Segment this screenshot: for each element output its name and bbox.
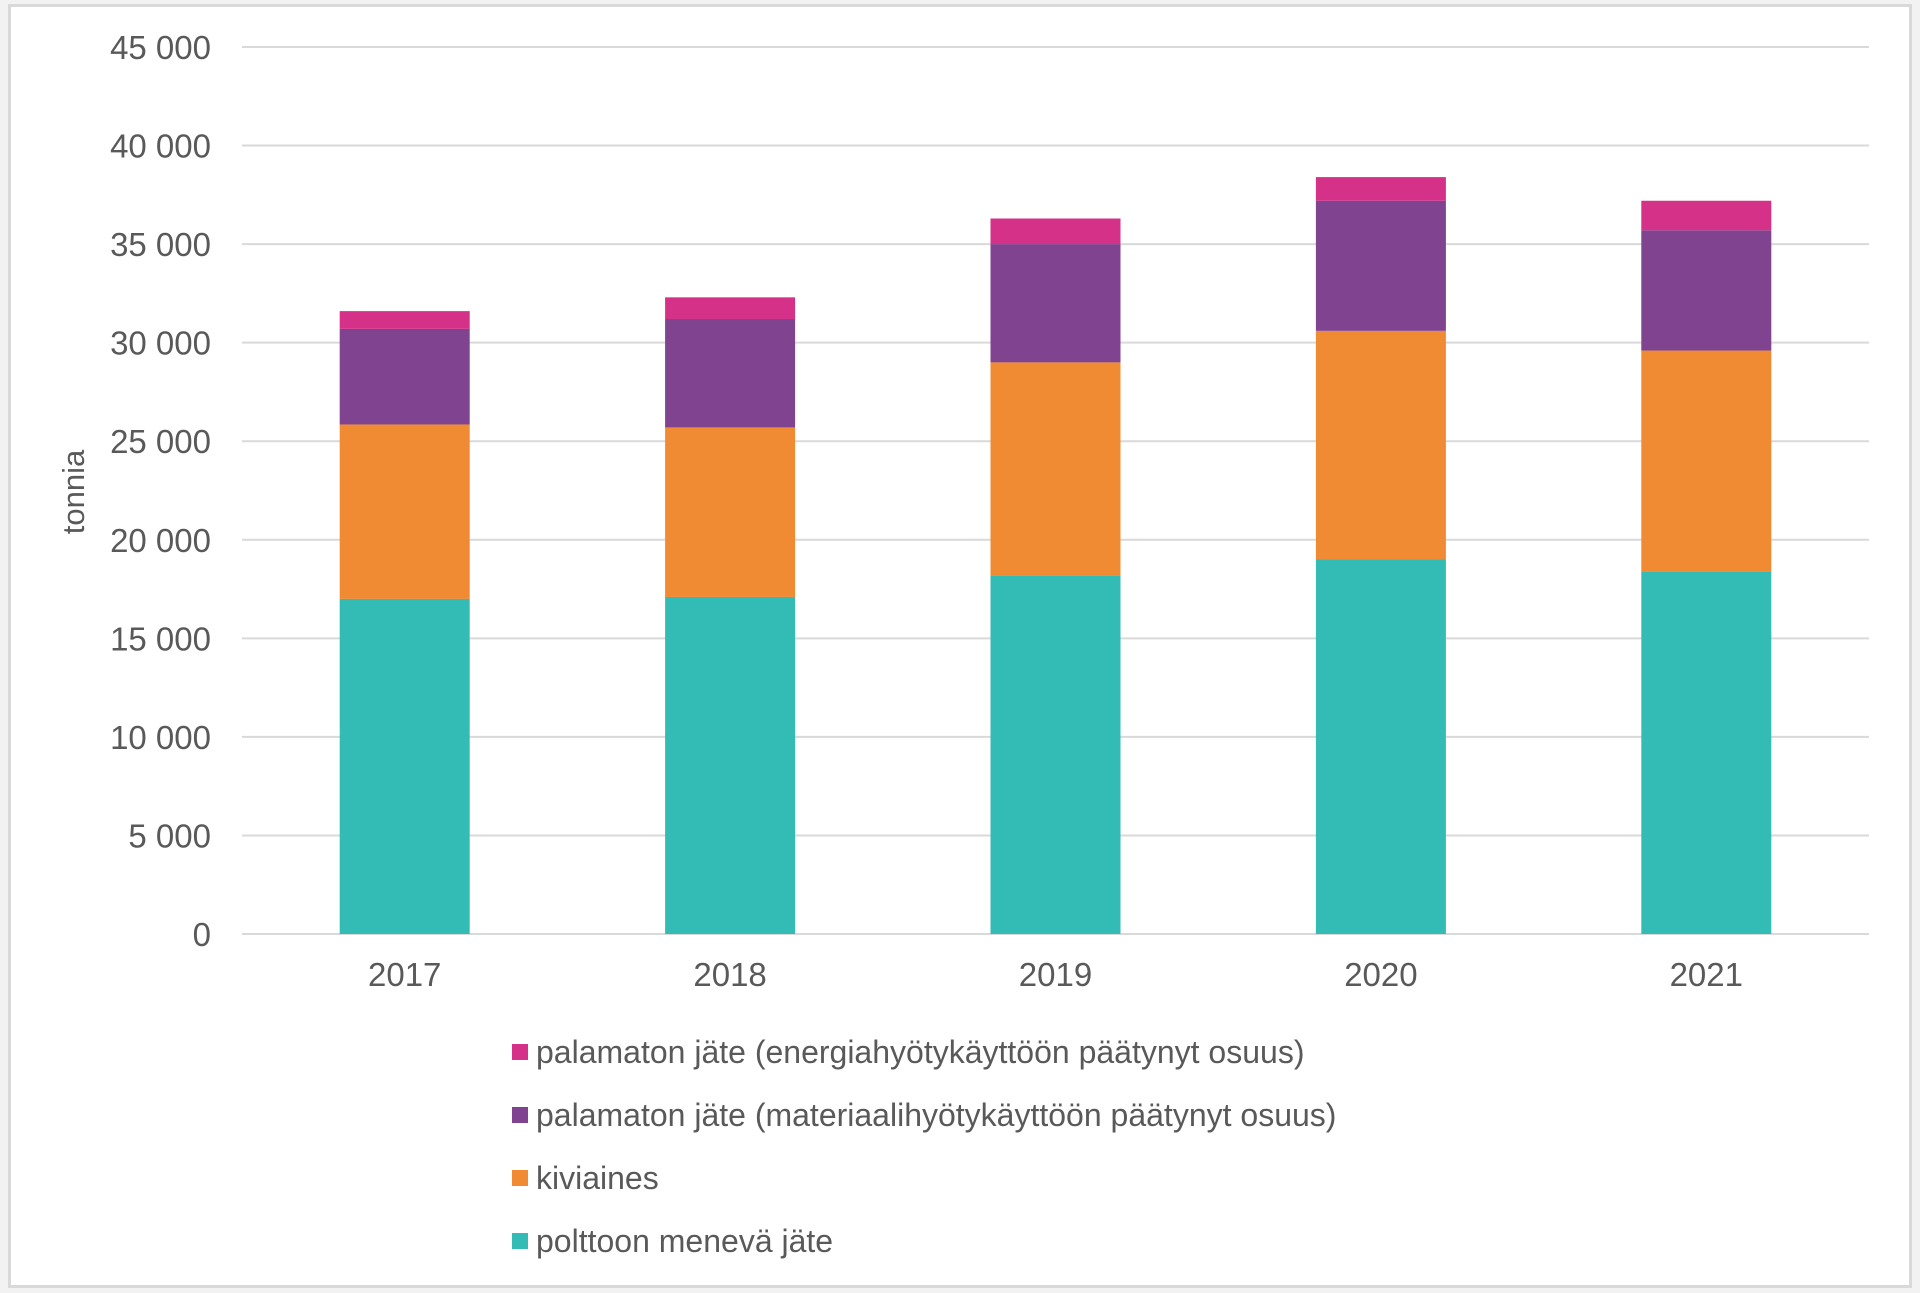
bar-segment bbox=[1641, 350, 1772, 572]
x-tick-label: 2017 bbox=[368, 956, 441, 993]
y-tick-label: 30 000 bbox=[110, 325, 211, 362]
bar-segment bbox=[1315, 177, 1446, 201]
legend-label: kiviaines bbox=[536, 1160, 659, 1196]
bar-segment bbox=[339, 328, 470, 425]
bar-segment bbox=[665, 319, 796, 428]
bar-segment bbox=[665, 596, 796, 934]
bar-segment bbox=[665, 297, 796, 320]
bar-stack-2017 bbox=[339, 311, 470, 934]
legend-label: palamaton jäte (energiahyötykäyttöön pää… bbox=[536, 1034, 1304, 1070]
y-tick-label: 15 000 bbox=[110, 620, 211, 657]
legend-swatch bbox=[512, 1170, 528, 1186]
y-axis-tick-labels: 0 5 000 10 000 15 000 20 000 25 000 30 000 35 0… bbox=[110, 29, 211, 953]
legend-item: palamaton jäte (materiaalihyötykäyttöön … bbox=[512, 1097, 1336, 1133]
bar-segment bbox=[339, 424, 470, 599]
bar-segment bbox=[1315, 559, 1446, 934]
bar-segment bbox=[990, 218, 1121, 245]
bar-segment bbox=[990, 244, 1121, 363]
bar-stack-2021 bbox=[1641, 200, 1772, 934]
x-tick-label: 2020 bbox=[1344, 956, 1417, 993]
legend-label: palamaton jäte (materiaalihyötykäyttöön … bbox=[536, 1097, 1336, 1133]
legend-item: polttoon menevä jäte bbox=[512, 1223, 833, 1259]
x-tick-label: 2018 bbox=[693, 956, 766, 993]
y-axis-title: tonnia bbox=[56, 449, 91, 534]
bar-segment bbox=[339, 311, 470, 329]
bar-segment bbox=[1315, 330, 1446, 560]
y-tick-label: 40 000 bbox=[110, 128, 211, 165]
bar-segment bbox=[1315, 200, 1446, 331]
legend-swatch bbox=[512, 1107, 528, 1123]
bar-segment bbox=[1641, 200, 1772, 231]
legend-swatch bbox=[512, 1044, 528, 1060]
bar-segment bbox=[339, 598, 470, 934]
bar-segment bbox=[990, 362, 1121, 576]
legend-item: palamaton jäte (energiahyötykäyttöön pää… bbox=[512, 1034, 1304, 1070]
bars bbox=[339, 177, 1772, 934]
y-tick-label: 35 000 bbox=[110, 226, 211, 263]
bar-segment bbox=[1641, 571, 1772, 934]
x-axis-tick-labels: 2017 2018 2019 2020 2021 bbox=[368, 956, 1743, 993]
y-tick-label: 5 000 bbox=[128, 817, 211, 854]
y-tick-label: 20 000 bbox=[110, 522, 211, 559]
x-tick-label: 2021 bbox=[1670, 956, 1743, 993]
y-tick-label: 25 000 bbox=[110, 423, 211, 460]
bar-stack-2020 bbox=[1315, 177, 1446, 934]
gridlines bbox=[242, 46, 1869, 935]
y-tick-label: 10 000 bbox=[110, 719, 211, 756]
bar-stack-2019 bbox=[990, 218, 1121, 934]
chart-frame bbox=[8, 4, 1912, 1288]
bar-segment bbox=[665, 427, 796, 597]
legend-label: polttoon menevä jäte bbox=[536, 1223, 833, 1259]
bar-segment bbox=[1641, 230, 1772, 351]
bar-stack-2018 bbox=[665, 297, 796, 934]
legend: palamaton jäte (energiahyötykäyttöön pää… bbox=[512, 1034, 1336, 1259]
y-tick-label: 45 000 bbox=[110, 29, 211, 66]
x-tick-label: 2019 bbox=[1019, 956, 1092, 993]
legend-swatch bbox=[512, 1233, 528, 1249]
legend-item: kiviaines bbox=[512, 1160, 659, 1196]
y-tick-label: 0 bbox=[193, 916, 211, 953]
bar-segment bbox=[990, 575, 1121, 934]
